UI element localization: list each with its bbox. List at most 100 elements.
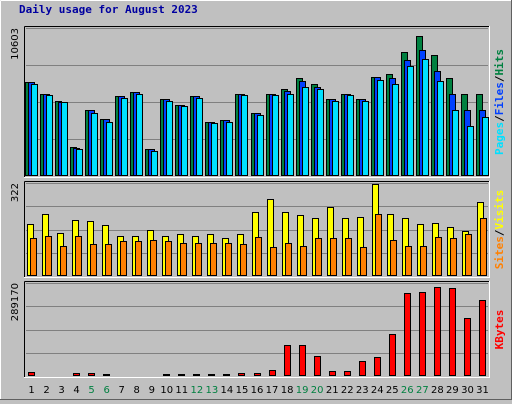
- bar-sites: [75, 236, 82, 276]
- x-tick-label: 19: [296, 385, 309, 396]
- x-tick-label: 7: [119, 385, 125, 396]
- bar-sites: [150, 240, 157, 276]
- y-max-label: 10603: [10, 28, 21, 60]
- bar-kbytes: [464, 318, 471, 376]
- bar-pages: [452, 110, 459, 176]
- legend-item: /: [493, 75, 506, 82]
- bar-pages: [46, 95, 53, 176]
- legend-item: Pages: [493, 122, 506, 155]
- x-tick-label: 17: [266, 385, 279, 396]
- bar-sites: [405, 246, 412, 276]
- bar-sites: [285, 243, 292, 276]
- panel-kbytes: 289170 KBytes: [10, 281, 506, 378]
- bar-kbytes: [359, 361, 366, 376]
- bar-sites: [30, 238, 37, 276]
- x-tick-label: 18: [281, 385, 294, 396]
- panel-visits-sites: 322 Sites/Visits: [10, 181, 506, 278]
- bar-pages: [241, 95, 248, 176]
- bar-kbytes: [284, 345, 291, 376]
- bar-sites: [120, 241, 127, 276]
- bar-sites: [105, 244, 112, 276]
- x-tick-label: 2: [43, 385, 49, 396]
- x-tick-label: 31: [476, 385, 489, 396]
- x-tick-label: 26: [401, 385, 414, 396]
- bar-pages: [166, 101, 173, 176]
- legend-kbytes: KBytes: [493, 310, 506, 350]
- bar-kbytes: [449, 288, 456, 376]
- bar-pages: [407, 66, 414, 176]
- bar-pages: [392, 84, 399, 176]
- bar-sites: [315, 238, 322, 276]
- x-tick-label: 27: [416, 385, 429, 396]
- bar-kbytes: [208, 374, 215, 376]
- bar-kbytes: [254, 373, 261, 376]
- x-tick-label: 11: [175, 385, 188, 396]
- bar-pages: [196, 98, 203, 176]
- panel-kbytes-area: [24, 281, 490, 378]
- bar-pages: [136, 94, 143, 176]
- bar-kbytes: [163, 374, 170, 376]
- bar-kbytes: [329, 371, 336, 376]
- x-tick-label: 29: [446, 385, 459, 396]
- bar-sites: [465, 234, 472, 276]
- bar-pages: [422, 59, 429, 176]
- bar-pages: [226, 122, 233, 176]
- bar-kbytes: [344, 371, 351, 376]
- x-tick-label: 25: [386, 385, 399, 396]
- x-tick-label: 21: [326, 385, 339, 396]
- legend-item: /: [493, 115, 506, 122]
- bar-pages: [287, 94, 294, 176]
- bar-sites: [345, 238, 352, 276]
- bar-sites: [270, 247, 277, 276]
- bar-pages: [106, 122, 113, 176]
- bar-sites: [360, 247, 367, 276]
- bar-pages: [61, 102, 68, 176]
- x-axis: 1 2 3 4 5 6 7 8 9 10 11 12 13 14 15 16 17 18 19 20 21 22 23 24 2…: [28, 385, 489, 396]
- bar-kbytes: [314, 356, 321, 376]
- bar-sites: [330, 238, 337, 276]
- bar-pages: [332, 101, 339, 176]
- x-tick-label: 20: [311, 385, 324, 396]
- legend-item: Sites: [493, 236, 506, 269]
- x-tick-label: 9: [149, 385, 155, 396]
- bar-kbytes: [238, 373, 245, 376]
- bar-sites: [210, 243, 217, 276]
- x-tick-label: 6: [104, 385, 110, 396]
- y-max-label: 289170: [10, 283, 21, 321]
- bar-kbytes: [223, 374, 230, 376]
- x-tick-label: 13: [206, 385, 219, 396]
- bar-pages: [467, 126, 474, 176]
- x-tick-label: 1: [28, 385, 34, 396]
- bar-kbytes: [269, 370, 276, 376]
- bar-pages: [76, 149, 83, 176]
- x-tick-label: 15: [236, 385, 249, 396]
- bar-kbytes: [103, 374, 110, 376]
- bar-pages: [272, 95, 279, 176]
- bar-pages: [181, 106, 188, 176]
- x-tick-label: 3: [58, 385, 64, 396]
- bar-pages: [347, 95, 354, 176]
- x-tick-label: 23: [356, 385, 369, 396]
- bar-sites: [240, 244, 247, 276]
- x-tick-label: 8: [134, 385, 140, 396]
- bar-sites: [300, 246, 307, 276]
- x-tick-label: 12: [191, 385, 204, 396]
- legend-hits-files-pages: Pages/Files/Hits: [493, 49, 506, 155]
- x-tick-label: 16: [251, 385, 264, 396]
- x-tick-label: 28: [431, 385, 444, 396]
- bar-pages: [121, 98, 128, 176]
- bar-kbytes: [374, 357, 381, 376]
- legend-item: Files: [493, 82, 506, 115]
- legend-item: Hits: [493, 49, 506, 76]
- bar-pages: [211, 123, 218, 176]
- bar-sites: [435, 237, 442, 276]
- y-max-label: 322: [10, 183, 21, 202]
- legend-visits-sites: Sites/Visits: [493, 190, 506, 270]
- bar-sites: [60, 246, 67, 276]
- bar-kbytes: [389, 334, 396, 376]
- bar-pages: [317, 89, 324, 176]
- bar-kbytes: [193, 374, 200, 376]
- bar-kbytes: [419, 292, 426, 376]
